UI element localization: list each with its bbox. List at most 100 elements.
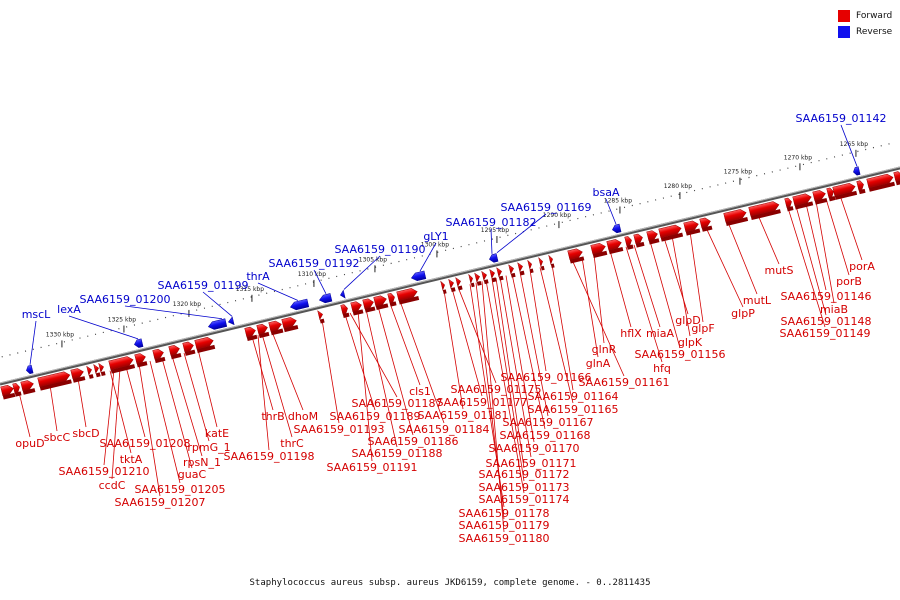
reverse-gene [289, 298, 310, 311]
leader-line [839, 195, 863, 261]
leader-line [689, 231, 704, 323]
leader-line [499, 276, 532, 458]
genome-backbone [0, 166, 900, 386]
ruler-tick-label: 1265 kbp [840, 141, 868, 148]
gene-label: SAA6159_01205 [134, 483, 225, 496]
leader-line [161, 358, 193, 469]
leader-line [485, 280, 525, 494]
forward-gene [633, 233, 645, 248]
gene-label: glpP [731, 307, 755, 320]
forward-gene [508, 264, 516, 278]
gene-label: SAA6159_01193 [293, 423, 384, 436]
gene-label: SAA6159_01186 [367, 435, 458, 448]
leader-line [321, 319, 340, 424]
leader-line [727, 222, 758, 295]
leader-line [343, 255, 381, 290]
leader-line [197, 349, 218, 428]
leader-line [103, 369, 115, 466]
forward-gene [12, 382, 22, 397]
leader-line [529, 269, 547, 372]
gene-label: SAA6159_01167 [502, 416, 593, 429]
gene-label: SAA6159_01177 [436, 396, 527, 409]
legend: Forward Reverse [838, 8, 892, 40]
gene-label: SAA6159_01181 [417, 409, 508, 422]
leader-line [457, 286, 497, 384]
gene-label: katE [205, 427, 229, 440]
gene-label: lexA [57, 303, 81, 316]
gene-label: SAA6159_01182 [445, 216, 536, 229]
leader-line [625, 246, 663, 363]
forward-gene [489, 268, 497, 283]
forward-gene [548, 254, 555, 269]
gene-label: SAA6159_01179 [458, 519, 549, 532]
forward-gene [496, 267, 504, 281]
gene-label: bsaA [593, 186, 620, 199]
forward-swatch [838, 10, 850, 22]
leader-line [257, 335, 270, 451]
ruler-tick-label: 1325 kbp [108, 317, 136, 324]
gene-label: SAA6159_01169 [500, 201, 591, 214]
backbone-line [0, 166, 900, 386]
reverse-gene [227, 316, 235, 326]
leader-line [805, 203, 827, 291]
gene-label: SAA6159_01188 [351, 447, 442, 460]
gene-label: thrC [280, 437, 304, 450]
forward-gene [108, 356, 136, 374]
gene-label: SAA6159_01189 [329, 410, 420, 423]
leader-line [251, 336, 274, 411]
gene-label: SAA6159_01191 [326, 461, 417, 474]
legend-forward: Forward [838, 8, 892, 24]
leader-line [377, 306, 414, 436]
forward-gene [440, 280, 447, 294]
leader-line [825, 198, 850, 276]
leader-line [787, 207, 826, 328]
forward-gene [37, 371, 72, 391]
caption: Staphylococcus aureus subsp. aureus JKD6… [249, 578, 651, 588]
gene-label: guaC [178, 468, 207, 481]
forward-gene [474, 272, 482, 286]
gene-label: SAA6159_01207 [114, 496, 205, 509]
forward-gene [0, 385, 16, 400]
gene-label: mscL [22, 308, 51, 321]
leader-line [171, 355, 203, 457]
forward-gene [699, 217, 713, 232]
leader-line [18, 392, 31, 438]
leader-line [77, 378, 87, 428]
reverse-gene [489, 253, 499, 263]
forward-gene [606, 239, 624, 255]
forward-gene [70, 368, 86, 383]
leader-line [365, 309, 398, 448]
leader-line [138, 363, 161, 497]
ruler-tick-label: 1305 kbp [359, 256, 387, 263]
gene-label: mutS [765, 264, 794, 277]
forward-gene [134, 353, 148, 368]
gene-label: SAA6159_01149 [779, 327, 870, 340]
forward-gene [658, 224, 684, 242]
forward-gene [152, 348, 166, 364]
ruler-tick-label: 1315 kbp [236, 286, 264, 293]
forward-gene [387, 292, 397, 307]
forward-gene [168, 345, 182, 360]
gene-label: sbcC [44, 431, 71, 444]
ruler-tick-label: 1320 kbp [173, 301, 201, 308]
gene-label: SAA6159_01165 [527, 403, 618, 416]
gene-label: porA [849, 260, 875, 273]
gene-label: dhoM [288, 410, 318, 423]
gene-label: tktA [120, 453, 143, 466]
gene-label: porB [836, 275, 862, 288]
gene-label: SAA6159_01192 [268, 257, 359, 270]
gene-label: mutL [743, 294, 772, 307]
reverse-gene [134, 338, 144, 348]
gene-label: glpK [678, 336, 703, 349]
leader-line [491, 278, 525, 482]
forward-gene [256, 323, 270, 339]
leader-line [111, 368, 121, 480]
gene-label: SAA6159_01199 [157, 279, 248, 292]
gene-label: cls1 [409, 385, 431, 398]
forward-gene [792, 193, 814, 210]
leader-line [495, 277, 525, 469]
leader-line [349, 312, 398, 398]
forward-gene [646, 230, 660, 245]
forward-gene [856, 180, 866, 195]
gene-label: SAA6159_01142 [795, 112, 886, 125]
